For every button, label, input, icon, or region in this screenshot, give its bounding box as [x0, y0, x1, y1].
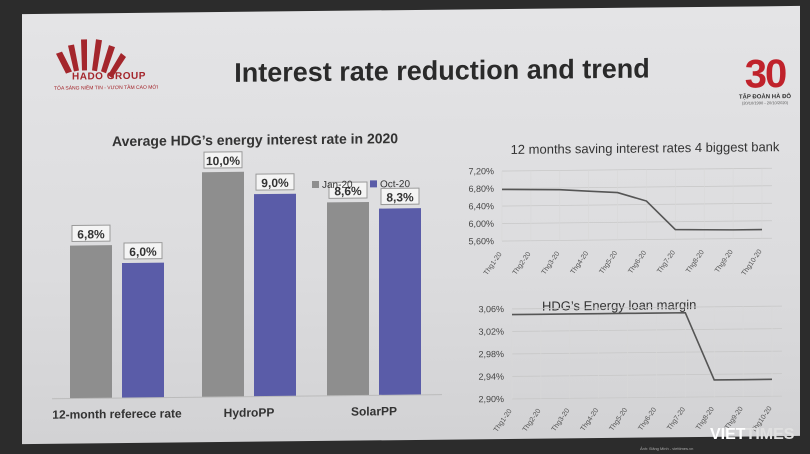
data-label: 8,3%	[386, 190, 414, 204]
x-tick-label: Thg5-20	[609, 407, 630, 433]
x-tick-label: Thg8-20	[685, 249, 706, 275]
y-tick-label: 7,20%	[468, 166, 494, 176]
legend-swatch	[370, 180, 377, 188]
gridline	[502, 202, 772, 207]
hado-logo-icon	[56, 39, 126, 79]
y-tick-label: 5,60%	[468, 236, 494, 246]
x-tick-label: Thg3-20	[541, 251, 562, 277]
gridline	[502, 237, 772, 242]
category-label: HydroPP	[224, 405, 275, 420]
y-tick-label: 6,80%	[468, 184, 494, 194]
x-tick-label: Thg7-20	[656, 249, 677, 275]
x-tick-label: Thg6-20	[637, 407, 658, 433]
gridline	[502, 167, 772, 172]
data-label-box	[203, 151, 243, 169]
bar-jan-20-2	[327, 201, 369, 396]
data-label: 10,0%	[206, 154, 240, 168]
x-tick-label: Thg4-20	[570, 250, 591, 276]
y-tick-label: 2,98%	[478, 349, 504, 359]
data-label-box	[380, 187, 420, 206]
watermark-credit: Ảnh: Đăng Minh - viettimes.vn	[640, 446, 694, 451]
bar-oct-20-1	[254, 193, 296, 397]
data-label: 6,8%	[77, 227, 105, 241]
x-tick-label: Thg7-20	[666, 406, 687, 432]
x-tick-label: Thg3-20	[551, 407, 572, 433]
y-tick-label: 6,40%	[468, 201, 494, 211]
x-tick-label: Thg4-20	[580, 407, 601, 433]
y-tick-label: 2,94%	[478, 372, 504, 382]
category-label: SolarPP	[351, 404, 397, 418]
series-line	[501, 188, 762, 231]
x-tick-label: Thg6-20	[627, 250, 648, 276]
bar-jan-20-1	[202, 171, 244, 398]
data-label-box	[255, 173, 295, 191]
gridline	[512, 373, 782, 377]
legend-label: Jan-20	[322, 180, 353, 191]
x-tick-label: Thg10-20	[741, 248, 764, 277]
charts-canvas: 6,8% 6,0% 12-month referece rate 10,0% 9,0% H…	[52, 151, 782, 434]
category-label: 12-month referece rate	[52, 406, 182, 421]
data-label-box	[123, 242, 163, 260]
x-tick-label: Thg5-20	[599, 250, 620, 276]
x-tick-label: Thg1-20	[493, 408, 514, 434]
y-tick-label: 3,02%	[478, 327, 504, 337]
gridline	[512, 350, 782, 355]
slide: HADO GROUP TỎA SÁNG NIỀM TIN - VƯƠN TẦM …	[22, 5, 800, 445]
data-label: 9,0%	[261, 176, 289, 190]
x-tick-label: Thg2-20	[512, 251, 533, 277]
bar-oct-20-0	[122, 262, 164, 399]
gridline	[512, 395, 782, 400]
y-tick-label: 2,90%	[478, 394, 504, 404]
series-line	[512, 311, 772, 381]
x-tick-label: Thg1-20	[483, 251, 504, 277]
legend-swatch	[312, 180, 319, 189]
viettimes-watermark: VIETTIMES	[710, 426, 794, 444]
data-label-box	[71, 224, 111, 243]
bar-jan-20-0	[70, 245, 112, 399]
bar-baseline	[52, 394, 442, 400]
data-label-box	[328, 181, 368, 199]
gridline	[502, 220, 772, 224]
y-tick-label: 3,06%	[478, 304, 504, 314]
data-label: 6,0%	[129, 245, 157, 259]
gridline	[502, 185, 772, 189]
legend-label: Oct-20	[380, 179, 410, 190]
watermark-times: TIMES	[745, 426, 795, 443]
data-label: 8,6%	[334, 184, 362, 198]
bar-oct-20-2	[379, 208, 421, 396]
gridline	[512, 305, 782, 310]
x-tick-label: Thg9-20	[714, 249, 735, 275]
gridline	[512, 328, 782, 332]
x-tick-label: Thg2-20	[522, 408, 543, 434]
watermark-viet: VIET	[710, 426, 746, 443]
y-tick-label: 6,00%	[468, 219, 494, 229]
